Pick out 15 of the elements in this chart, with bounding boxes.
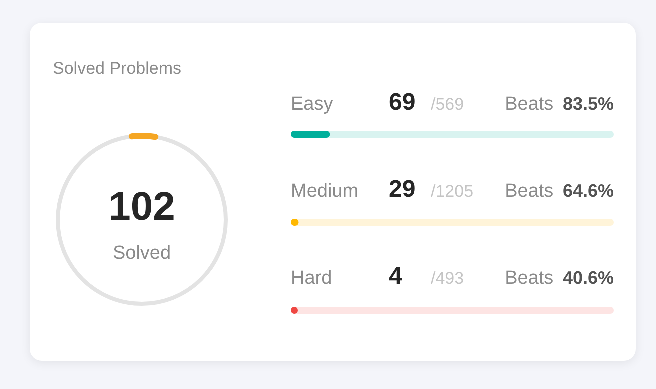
text: /493 [431,269,464,288]
text: Beats 64.6% [505,181,614,202]
text: Solved Problems [53,59,182,78]
category-label: Easy [291,94,334,115]
category-label: Hard [291,268,332,289]
text: Solved [112,243,172,264]
category-label: Medium [291,181,359,202]
text: /1205 [431,182,474,201]
text: /569 [431,95,464,114]
text: Beats 83.5% [505,94,614,115]
text: 102 [108,185,176,229]
data-label: 69 [389,89,416,116]
data-label: 4 [389,263,403,290]
text: Beats 40.6% [505,268,614,289]
data-label: 29 [389,176,416,203]
